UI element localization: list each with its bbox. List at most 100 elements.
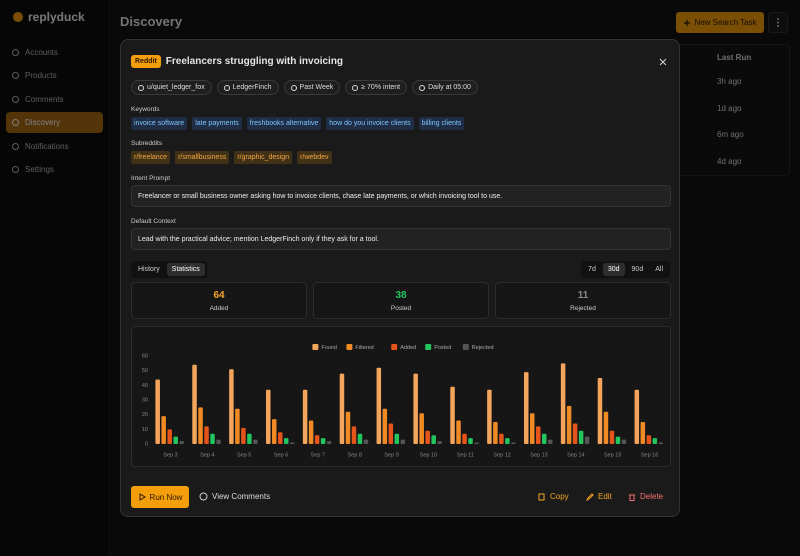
y-tick-label: 50 [142, 368, 148, 374]
bar [584, 436, 590, 444]
bar [266, 389, 271, 444]
meta-row: u/quiet_ledger_fox LedgerFinch Past Week ≥ … [131, 80, 478, 95]
meta-chip: u/quiet_ledger_fox [131, 80, 212, 95]
bar [474, 442, 479, 444]
x-tick-label: Sep 7 [311, 452, 325, 458]
bar [640, 422, 646, 444]
edit-label: Edit [598, 492, 612, 501]
view-comments-label: View Comments [212, 492, 271, 501]
x-tick-label: Sep 4 [200, 452, 214, 458]
platform-badge: Reddit [131, 55, 161, 68]
x-tick-label: Sep 8 [348, 452, 362, 458]
bar [609, 430, 615, 444]
bar [210, 433, 215, 444]
bar [621, 439, 627, 444]
y-tick-label: 40 [142, 383, 148, 389]
meta-icon [138, 84, 144, 91]
bar [284, 438, 289, 444]
bar [548, 439, 553, 444]
meta-chip: Past Week [283, 80, 341, 95]
edit-button[interactable]: Edit [586, 492, 612, 501]
meta-chip: ≥ 70% intent [345, 80, 408, 95]
stat-card: 11 Rejected [495, 282, 671, 319]
x-tick-label: Sep 5 [237, 452, 251, 458]
legend-swatch [346, 344, 353, 350]
bar [462, 433, 467, 444]
bar [646, 435, 652, 444]
view-comments-button[interactable]: View Comments [199, 492, 270, 501]
bar [394, 433, 400, 444]
y-tick-label: 60 [142, 353, 148, 359]
stat-label: Posted [390, 305, 412, 312]
subreddit-chip: r/graphic_design [234, 151, 293, 164]
bar [530, 413, 535, 444]
tab[interactable]: Statistics [166, 263, 205, 276]
x-tick-label: Sep 16 [641, 452, 658, 458]
range-option[interactable]: 7d [588, 266, 596, 273]
run-button[interactable]: Run Now [131, 486, 189, 508]
x-tick-label: Sep 11 [457, 452, 474, 458]
stat-label: Added [209, 305, 229, 312]
intent-label: Intent Prompt [131, 175, 171, 182]
y-tick-label: 0 [145, 441, 148, 447]
range-option[interactable]: 90d [631, 266, 644, 273]
bar [425, 430, 430, 444]
bar [597, 378, 603, 444]
legend-swatch [391, 344, 398, 350]
keywords-row: invoice software late payments freshbooks … [131, 117, 465, 130]
range-option[interactable]: 30d [602, 263, 625, 276]
meta-label: Daily at 05:00 [428, 84, 471, 91]
bar [173, 436, 178, 444]
meta-icon [290, 84, 297, 91]
bar [524, 372, 529, 444]
keywords-label: Keywords [131, 106, 160, 113]
x-tick-label: Sep 3 [163, 452, 177, 458]
legend-label: Added [400, 345, 416, 351]
delete-button[interactable]: Delete [628, 492, 663, 501]
bar [536, 426, 541, 444]
x-tick-label: Sep 9 [384, 452, 398, 458]
keyword-chip: invoice software [131, 117, 188, 130]
meta-label: LedgerFinch [232, 84, 272, 91]
range-option[interactable]: All [655, 266, 663, 273]
subreddits-label: Subreddits [131, 140, 163, 147]
trash-icon [629, 494, 635, 501]
stat-value: 11 [577, 290, 589, 301]
subreddit-chip: r/smallbusiness [175, 151, 230, 164]
bar [511, 442, 516, 444]
meta-chip: LedgerFinch [216, 80, 279, 95]
tabs: History Statistics [131, 261, 207, 278]
task-modal: Reddit Freelancers struggling with invoi… [120, 39, 680, 517]
bar [468, 438, 473, 444]
close-button[interactable] [659, 58, 667, 66]
bar [326, 441, 332, 444]
bar [603, 411, 609, 444]
context-label: Default Context [131, 218, 176, 225]
bar [302, 389, 308, 444]
bar [357, 433, 363, 444]
meta-label: Past Week [299, 84, 334, 91]
bar [376, 367, 382, 444]
bar [155, 379, 160, 444]
bar [198, 407, 203, 444]
bar [652, 438, 658, 444]
bar [247, 433, 252, 444]
copy-label: Copy [550, 492, 569, 501]
bar [419, 413, 424, 444]
bar [345, 411, 351, 444]
legend-label: Posted [434, 345, 451, 351]
run-label: Run Now [149, 492, 183, 502]
keyword-chip: late payments [192, 117, 242, 130]
keyword-chip: how do you invoice clients [326, 117, 414, 130]
stat-value: 64 [213, 290, 225, 301]
bar [308, 420, 314, 444]
modal-header: Reddit Freelancers struggling with invoi… [131, 55, 343, 68]
bar [235, 408, 240, 444]
tab[interactable]: History [138, 266, 160, 273]
y-tick-label: 10 [142, 427, 148, 433]
copy-button[interactable]: Copy [538, 492, 569, 501]
bar [253, 439, 258, 444]
stat-card: 64 Added [131, 282, 307, 319]
x-tick-label: Sep 13 [530, 452, 547, 458]
